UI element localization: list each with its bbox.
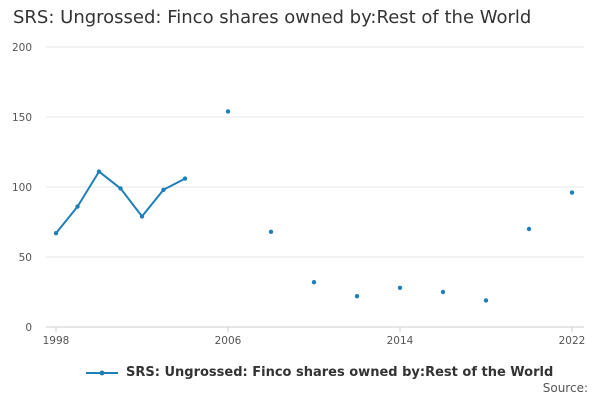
x-tick-label: 2006: [215, 335, 242, 347]
source-label: Source:: [542, 381, 588, 395]
legend-line-marker-icon: [86, 370, 118, 375]
data-point[interactable]: [118, 186, 123, 191]
data-point[interactable]: [268, 229, 274, 234]
data-point[interactable]: [139, 214, 145, 219]
y-tick-label: 50: [19, 252, 32, 264]
data-point[interactable]: [483, 298, 489, 303]
data-point[interactable]: [440, 289, 446, 295]
data-point[interactable]: [354, 294, 360, 299]
data-point[interactable]: [225, 109, 231, 114]
y-tick-label: 200: [12, 42, 32, 54]
chart-title: SRS: Ungrossed: Finco shares owned by:Re…: [13, 7, 532, 28]
series-points: [53, 109, 575, 303]
x-tick-label: 2022: [559, 335, 586, 347]
x-tick-label: 2014: [387, 335, 414, 347]
gridlines: [46, 46, 584, 328]
data-point[interactable]: [161, 187, 166, 192]
data-point[interactable]: [311, 280, 317, 285]
data-point[interactable]: [182, 176, 188, 181]
data-point[interactable]: [53, 231, 59, 236]
data-point[interactable]: [397, 285, 403, 290]
y-tick-label: 0: [25, 322, 32, 334]
data-point[interactable]: [96, 169, 102, 174]
legend[interactable]: SRS: Ungrossed: Finco shares owned by:Re…: [84, 365, 553, 380]
y-tick-label: 150: [12, 112, 32, 124]
data-point[interactable]: [526, 226, 532, 232]
y-tick-label: 100: [12, 182, 32, 194]
x-axis-ticks: 1998 2006 2014 2022: [43, 327, 586, 347]
series-lines: [55, 170, 186, 234]
y-axis-ticks: 0 50 100 150 200: [12, 42, 32, 334]
data-point[interactable]: [75, 204, 80, 209]
data-point[interactable]: [569, 190, 575, 195]
legend-label: SRS: Ungrossed: Finco shares owned by:Re…: [126, 365, 554, 380]
series-line: [55, 170, 186, 234]
x-tick-label: 1998: [43, 335, 70, 347]
